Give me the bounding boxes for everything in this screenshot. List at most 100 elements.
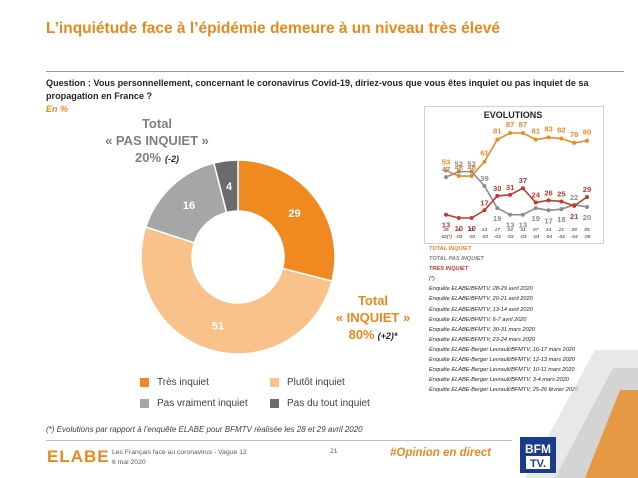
evo-label-1-10: 22 <box>570 193 578 202</box>
total-inquiet-label: Total <box>357 293 389 308</box>
evo-point-2-6 <box>520 186 525 191</box>
evo-point-0-2 <box>469 174 474 179</box>
legend-item-tres-inquiet: Très inquiet <box>140 377 209 388</box>
evo-label-0-0: 53 <box>442 158 450 167</box>
evo-label-2-5: 31 <box>506 183 515 192</box>
evo-x-tick-6-0: 31 <box>520 227 526 233</box>
evolutions-panel <box>424 106 604 244</box>
evo-point-0-1 <box>456 174 461 179</box>
unit-label: En % <box>46 104 69 114</box>
evo-label-0-9: 82 <box>557 126 565 135</box>
donut-slice-3 <box>212 159 239 214</box>
page-number: 21 <box>330 448 338 455</box>
evo-x-tick-9-1: -04 <box>558 234 565 240</box>
donut-label-3: 4 <box>226 181 233 193</box>
evo-point-2-0 <box>444 212 448 217</box>
enquete-item: Enquête ELABE/BFMTV, 23-24 mars 2020 <box>429 336 535 343</box>
enquete-item: Enquête ELABE/BFMTV, 30-31 mars 2020 <box>429 326 535 333</box>
donut-label-1: 51 <box>212 321 224 333</box>
legend-item-pas-du-tout-inquiet: Pas du tout inquiet <box>270 398 370 409</box>
evo-point-1-0 <box>444 175 448 180</box>
evo-label-2-2: 10 <box>467 224 475 233</box>
donut-slice-1 <box>140 226 333 355</box>
evo-label-1-0: 47 <box>442 165 450 174</box>
evo-legend-total-inquiet: TOTAL INQUIET <box>429 246 472 252</box>
footnote: (*) Evolutions par rapport à l’enquête E… <box>46 425 363 434</box>
evo-label-2-3: 17 <box>480 198 488 207</box>
evo-label-2-9: 25 <box>557 189 566 198</box>
evo-x-tick-11-1: -05 <box>584 234 591 240</box>
hashtag: #Opinion en direct <box>390 447 491 459</box>
evo-label-0-1: 48 <box>455 163 463 172</box>
evo-label-1-7: 19 <box>532 214 540 223</box>
evo-x-tick-0-0: 26 <box>442 227 449 233</box>
evo-label-0-10: 78 <box>570 130 578 139</box>
evo-label-1-11: 20 <box>583 213 591 222</box>
title-divider <box>46 71 624 72</box>
evo-x-tick-4-1: -03 <box>494 234 501 240</box>
evo-point-0-7 <box>533 137 538 142</box>
total-pas-inquiet-value: 20% <box>134 150 162 165</box>
evo-x-tick-8-0: 14 <box>546 227 552 233</box>
evo-x-tick-7-0: 07 <box>533 227 539 233</box>
evo-label-0-7: 81 <box>532 127 541 136</box>
evo-point-2-3 <box>482 208 487 213</box>
evo-legend-total-pas-inquiet: TOTAL PAS INQUIET <box>429 256 484 263</box>
total-inquiet: Total « INQUIET » 80% (+2)* <box>318 292 428 345</box>
evo-label-1-1: 52 <box>455 160 463 169</box>
evo-label-0-4: 81 <box>493 127 502 136</box>
evo-point-2-1 <box>456 216 461 220</box>
evo-x-tick-7-1: -04 <box>532 234 539 240</box>
evo-point-2-10 <box>572 203 577 208</box>
evo-x-tick-6-1: -03 <box>519 234 526 240</box>
evolutions-legend: TOTAL INQUIET TOTAL PAS INQUIET TRES INQ… <box>429 244 578 395</box>
evo-x-tick-1-1: -03 <box>455 234 462 240</box>
evo-x-tick-8-1: -04 <box>545 234 552 240</box>
enquete-item: Enquête ELABE/BFMTV, 28-29 avril 2020 <box>429 286 533 293</box>
evo-legend-note: (*) <box>429 276 435 283</box>
evo-label-2-10: 21 <box>570 212 579 221</box>
total-pas-inquiet: Total « PAS INQUIET » 20% (-2) <box>82 115 232 168</box>
evo-point-1-5 <box>508 212 513 217</box>
evo-point-0-0 <box>444 168 448 173</box>
evo-point-2-9 <box>559 199 564 204</box>
legend-label: Pas vraiment inquiet <box>157 398 248 409</box>
evo-point-0-8 <box>546 135 551 140</box>
legend-swatch <box>140 378 149 387</box>
evo-label-0-2: 48 <box>467 163 475 172</box>
evo-label-1-6: 13 <box>519 221 527 230</box>
footer-divider <box>46 440 512 441</box>
evo-point-1-3 <box>482 183 487 188</box>
footer-line1: Les Français face au coronavirus - Vague… <box>112 449 247 456</box>
enquete-item: Enquête ELABE-Berger Levrault/BFMTV, 3-4… <box>429 377 569 384</box>
evo-point-1-2 <box>469 169 474 174</box>
evo-label-2-1: 10 <box>455 224 463 233</box>
bfm-logo-text: BFM <box>525 442 551 456</box>
evo-point-0-10 <box>572 140 577 145</box>
evo-point-0-6 <box>520 131 525 135</box>
evo-point-1-7 <box>533 206 538 211</box>
evo-point-2-7 <box>533 200 538 205</box>
enquete-list: Enquête ELABE/BFMTV, 28-29 avril 2020 Enq… <box>429 284 578 395</box>
legend-label: Pas du tout inquiet <box>287 398 370 409</box>
evo-label-0-11: 80 <box>583 128 591 137</box>
enquete-item: Enquête ELABE/BFMTV, 6-7 avril 2020 <box>429 316 527 323</box>
legend-item-plutot-inquiet: Plutôt inquiet <box>270 377 345 388</box>
evo-x-tick-10-1: -04 <box>571 234 578 240</box>
evo-label-0-8: 83 <box>544 124 552 133</box>
legend-swatch <box>270 378 279 387</box>
evo-x-tick-3-1: -03 <box>481 234 488 240</box>
evo-label-1-5: 13 <box>506 221 514 230</box>
evo-label-2-8: 26 <box>544 188 552 197</box>
tv-logo-text: TV. <box>530 458 546 470</box>
evo-label-1-9: 18 <box>557 215 565 224</box>
evo-point-1-8 <box>546 208 551 213</box>
evo-legend-tres-inquiet: TRES INQUIET <box>429 266 469 273</box>
donut-slice-0 <box>237 159 336 283</box>
legend-label: Très inquiet <box>157 377 209 388</box>
total-inquiet-label2: « INQUIET » <box>335 310 411 325</box>
evolutions-title: EVOLUTIONS <box>483 110 543 120</box>
evo-label-0-6: 87 <box>519 120 527 129</box>
evo-point-0-5 <box>508 131 513 135</box>
evo-label-1-8: 17 <box>544 216 552 225</box>
